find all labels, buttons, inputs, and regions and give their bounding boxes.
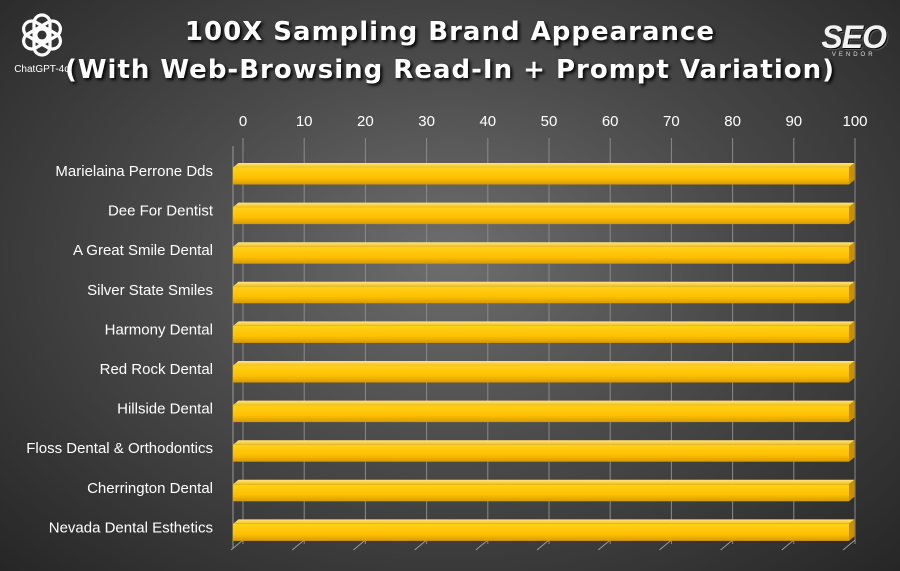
bar-end-face — [849, 321, 855, 343]
x-tick-label: 10 — [296, 113, 313, 130]
bar — [233, 242, 855, 264]
category-label: Cherrington Dental — [87, 480, 213, 497]
bar-end-face — [849, 479, 855, 502]
x-tick-label: 100 — [842, 113, 867, 130]
bar-end-face — [849, 242, 855, 264]
x-tick-label: 40 — [479, 113, 496, 130]
bar-top-face — [233, 361, 855, 366]
openai-knot-icon — [22, 13, 62, 57]
bar-front-face — [233, 444, 849, 462]
category-labels: Marielaina Perrone Dds Dee For Dentist A G… — [26, 163, 214, 536]
bar-front-face — [233, 246, 849, 264]
bar-end-face — [849, 281, 855, 304]
chart-title-line1: 100X Sampling Brand Appearance — [184, 17, 716, 47]
bars — [233, 163, 855, 541]
x-axis-ticks: 0 10 20 30 40 50 60 70 80 90 100 — [239, 113, 868, 130]
bar-top-face — [233, 202, 855, 208]
x-tick-label: 80 — [724, 113, 741, 130]
category-label: Hillside Dental — [117, 401, 213, 418]
category-label: Floss Dental & Orthodontics — [26, 440, 213, 457]
category-label: Silver State Smiles — [87, 282, 213, 299]
floor-tick — [353, 539, 366, 551]
bar-end-face — [849, 361, 855, 383]
bar-end-face — [849, 519, 855, 541]
bar-front-face — [233, 484, 849, 502]
floor-tick — [659, 539, 672, 551]
x-tick-label: 50 — [541, 113, 558, 130]
category-label: Red Rock Dental — [100, 361, 213, 378]
category-label: Harmony Dental — [105, 321, 213, 338]
chart-title-line2: (With Web-Browsing Read-In + Prompt Vari… — [64, 55, 836, 85]
bar-front-face — [233, 365, 849, 383]
bar-top-face — [233, 440, 855, 445]
bar-end-face — [849, 202, 855, 225]
floor-tick — [781, 539, 795, 551]
chatgpt-logo: ChatGPT-4o — [14, 10, 70, 75]
floor-tick — [597, 539, 611, 551]
bar-front-face — [233, 523, 849, 541]
floor-tick — [475, 539, 489, 551]
bar-end-face — [849, 400, 855, 423]
category-label: Nevada Dental Esthetics — [49, 519, 213, 536]
bar-top-face — [233, 163, 855, 168]
bar-top-face — [233, 519, 855, 524]
category-label: Marielaina Perrone Dds — [55, 163, 213, 180]
brand-sub: VENDOR — [831, 52, 876, 58]
bar-top-face — [233, 321, 855, 326]
bar-front-face — [233, 405, 849, 423]
category-label: Dee For Dentist — [108, 203, 214, 220]
bar-top-face — [233, 242, 855, 247]
floor-tick — [230, 539, 244, 551]
category-label: A Great Smile Dental — [73, 242, 213, 259]
bar — [233, 400, 855, 423]
bar — [233, 281, 855, 304]
bar — [233, 163, 855, 185]
bar-front-face — [233, 286, 849, 304]
logo-label: ChatGPT-4o — [14, 64, 70, 75]
floor-tick — [720, 539, 733, 551]
bar — [233, 361, 855, 383]
bar — [233, 519, 855, 541]
bar-front-face — [233, 167, 849, 185]
x-tick-label: 70 — [663, 113, 680, 130]
x-tick-label: 20 — [357, 113, 374, 130]
bar — [233, 479, 855, 502]
seo-vendor-logo: SEO VENDOR — [821, 19, 887, 58]
floor-tick — [291, 539, 305, 551]
bar — [233, 202, 855, 225]
bar-end-face — [849, 163, 855, 185]
floor-tick — [842, 539, 856, 551]
bar-end-face — [849, 440, 855, 462]
x-tick-label: 0 — [239, 113, 247, 130]
brand-name: SEO — [821, 19, 887, 55]
floor-tick — [414, 539, 427, 551]
floor-tick — [536, 539, 550, 551]
bar-top-face — [233, 400, 855, 406]
x-tick-label: 30 — [418, 113, 435, 130]
bar-front-face — [233, 207, 849, 225]
bar — [233, 440, 855, 462]
x-tick-label: 60 — [602, 113, 619, 130]
bar-front-face — [233, 325, 849, 343]
bar — [233, 321, 855, 343]
x-tick-label: 90 — [785, 113, 802, 130]
bar-top-face — [233, 479, 855, 485]
bar-top-face — [233, 281, 855, 287]
